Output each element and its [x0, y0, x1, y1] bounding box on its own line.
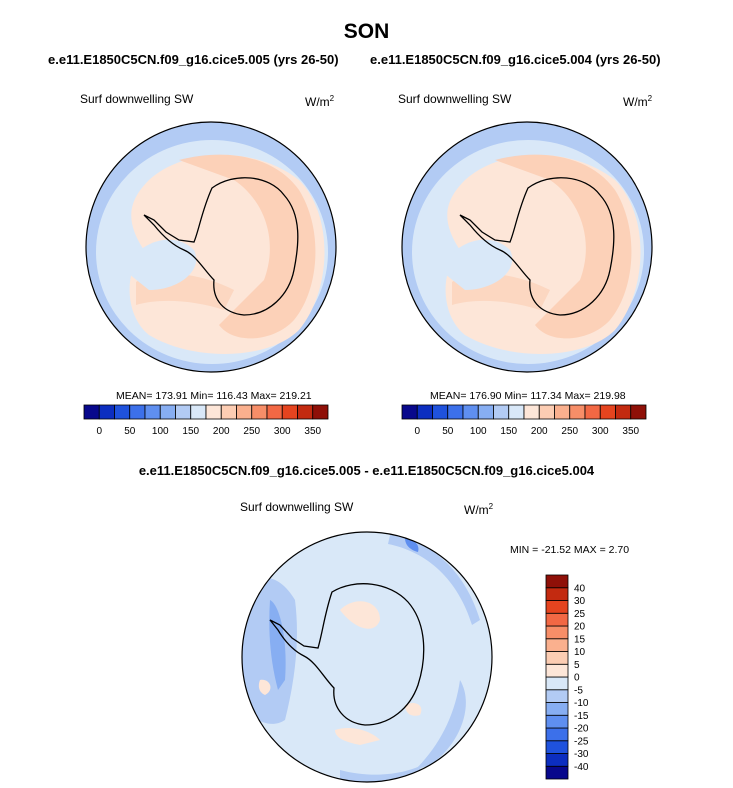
colorbar-swatch — [523, 404, 540, 420]
colorbar-swatch — [251, 404, 268, 420]
colorbar-swatch — [599, 404, 616, 420]
colorbar-tick-label: 50 — [442, 426, 454, 437]
subtitle-right: e.e11.E1850C5CN.f09_g16.cice5.004 (yrs 2… — [370, 52, 661, 67]
diff-title: e.e11.E1850C5CN.f09_g16.cice5.005 - e.e1… — [138, 463, 595, 478]
colorbar-swatch — [401, 404, 418, 420]
colorbar-tick-label: 150 — [500, 426, 517, 437]
colorbar-swatch — [545, 714, 569, 729]
colorbar-swatch — [538, 404, 555, 420]
colorbar-tick-label: 0 — [414, 426, 420, 437]
left-units-label: W/m2 — [305, 94, 335, 109]
diff-variable-label: Surf downwelling SW — [240, 500, 354, 514]
colorbar-swatch — [545, 651, 569, 665]
colorbar-tick-label: 15 — [574, 634, 586, 645]
diff-polar-map — [241, 531, 493, 783]
colorbar-tick-label: 150 — [182, 426, 199, 437]
colorbar-swatch — [508, 404, 525, 420]
colorbar-swatch — [312, 404, 329, 420]
colorbar-tick-label: 200 — [213, 426, 230, 437]
left-polar-map — [85, 121, 337, 373]
right-units-label: W/m2 — [623, 94, 653, 109]
colorbar-swatch — [175, 404, 192, 420]
colorbar-tick-label: 250 — [561, 426, 578, 437]
colorbar-swatch — [545, 663, 569, 678]
colorbar-tick-label: -5 — [574, 685, 583, 696]
figure-title: SON — [343, 20, 390, 43]
diff-stats: MIN = -21.52 MAX = 2.70 — [510, 544, 630, 556]
colorbar-tick-label: 5 — [574, 660, 580, 671]
colorbar-tick-label: 200 — [531, 426, 548, 437]
diff-units-label: W/m2 — [464, 502, 494, 517]
colorbar-swatch — [545, 587, 569, 601]
colorbar-tick-label: 20 — [574, 622, 586, 633]
colorbar-left: 0 50 100 150 200 250 300 350 — [83, 404, 329, 437]
colorbar-swatch — [432, 404, 449, 420]
colorbar-tick-label: 250 — [243, 426, 260, 437]
colorbar-swatch — [545, 625, 569, 640]
colorbar-swatch — [144, 404, 161, 420]
colorbar-swatch — [545, 765, 569, 780]
colorbar-swatch — [190, 404, 207, 420]
colorbar-swatch — [545, 727, 569, 742]
colorbar-swatch — [569, 404, 586, 420]
colorbar-swatch — [98, 404, 115, 420]
colorbar-tick-label: -10 — [574, 698, 589, 709]
colorbar-tick-label: 350 — [304, 426, 321, 437]
colorbar-swatch — [447, 404, 464, 420]
colorbar-swatch — [416, 404, 433, 420]
colorbar-swatch — [462, 404, 479, 420]
colorbar-swatch — [584, 404, 601, 420]
colorbar-swatch — [615, 404, 632, 420]
right-variable-label: Surf downwelling SW — [398, 92, 512, 106]
colorbar-swatch — [545, 676, 569, 691]
colorbar-swatch — [159, 404, 176, 420]
colorbar-tick-label: 300 — [592, 426, 609, 437]
colorbar-swatch — [545, 612, 569, 627]
colorbar-swatch — [545, 574, 569, 589]
colorbar-swatch — [297, 404, 314, 420]
colorbar-swatch — [545, 689, 569, 703]
colorbar-swatch — [266, 404, 283, 420]
colorbar-tick-label: -20 — [574, 724, 589, 735]
colorbar-tick-label: -25 — [574, 736, 589, 747]
colorbar-tick-label: 300 — [274, 426, 291, 437]
colorbar-swatch — [545, 753, 569, 767]
subtitle-left: e.e11.E1850C5CN.f09_g16.cice5.005 (yrs 2… — [48, 52, 339, 67]
colorbar-tick-label: 50 — [124, 426, 136, 437]
colorbar-tick-label: -40 — [574, 762, 589, 773]
colorbar-swatch — [114, 404, 131, 420]
colorbar-swatch — [545, 638, 569, 652]
colorbar-swatch — [220, 404, 237, 420]
colorbar-tick-label: 100 — [152, 426, 169, 437]
colorbar-tick-label: 100 — [470, 426, 487, 437]
colorbar-tick-label: 350 — [622, 426, 639, 437]
right-stats: MEAN= 176.90 Min= 117.34 Max= 219.98 — [430, 390, 626, 402]
colorbar-tick-label: 40 — [574, 583, 586, 594]
colorbar-swatch — [83, 404, 100, 420]
colorbar-swatch — [630, 404, 647, 420]
colorbar-swatch — [205, 404, 222, 420]
colorbar-tick-label: 0 — [96, 426, 102, 437]
colorbar-swatch — [477, 404, 494, 420]
colorbar-swatch — [545, 702, 569, 716]
left-variable-label: Surf downwelling SW — [80, 92, 194, 106]
colorbar-tick-label: -15 — [574, 711, 589, 722]
colorbar-right: 0 50 100 150 200 250 300 350 — [401, 404, 647, 437]
right-polar-map — [401, 121, 653, 373]
left-stats: MEAN= 173.91 Min= 116.43 Max= 219.21 — [116, 390, 312, 402]
colorbar-tick-label: -30 — [574, 749, 589, 760]
colorbar-swatch — [129, 404, 146, 420]
colorbar-swatch — [493, 404, 510, 420]
colorbar-swatch — [545, 600, 569, 614]
colorbar-swatch — [545, 740, 569, 754]
colorbar-tick-label: 10 — [574, 647, 586, 658]
colorbar-tick-label: 30 — [574, 596, 586, 607]
colorbar-swatch — [281, 404, 298, 420]
colorbar-tick-label: 0 — [574, 673, 580, 684]
colorbar-tick-label: 25 — [574, 609, 586, 620]
colorbar-swatch — [554, 404, 571, 420]
colorbar-swatch — [236, 404, 253, 420]
